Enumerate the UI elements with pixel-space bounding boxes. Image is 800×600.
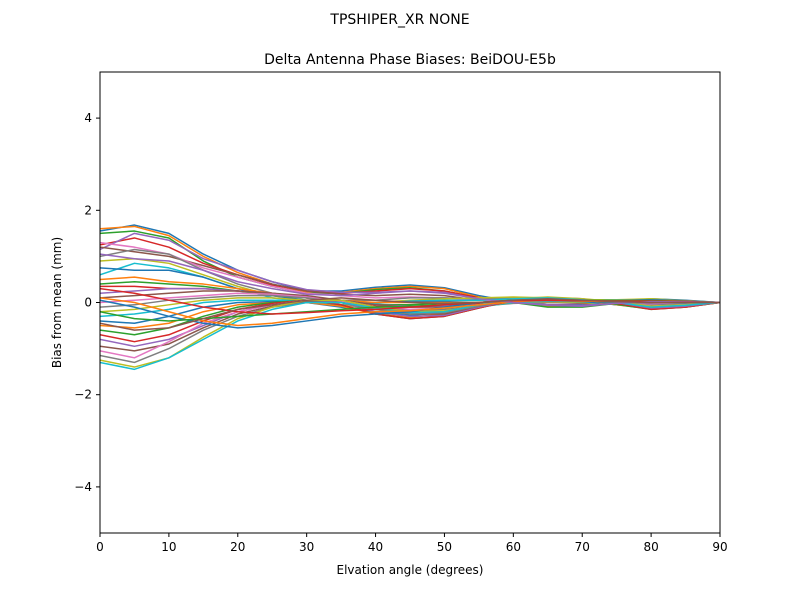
y-tick-label: 4 — [84, 111, 92, 125]
y-tick-label: −2 — [74, 388, 92, 402]
x-tick-label: 0 — [96, 540, 104, 554]
y-tick-label: 2 — [84, 203, 92, 217]
x-tick-label: 40 — [368, 540, 383, 554]
x-tick-label: 70 — [575, 540, 590, 554]
y-tick-label: 0 — [84, 296, 92, 310]
x-axis: 0 10 20 30 40 50 60 70 80 90 — [96, 533, 728, 554]
x-axis-label: Elvation angle (degrees) — [337, 563, 484, 577]
x-tick-label: 10 — [161, 540, 176, 554]
x-tick-label: 50 — [437, 540, 452, 554]
x-tick-label: 20 — [230, 540, 245, 554]
x-tick-label: 90 — [712, 540, 727, 554]
series-line-36 — [100, 297, 720, 331]
chart-title: Delta Antenna Phase Biases: BeiDOU-E5b — [264, 52, 556, 68]
x-tick-label: 80 — [643, 540, 658, 554]
y-axis: −4 −2 0 2 4 — [74, 111, 100, 494]
series-line-35 — [100, 253, 720, 307]
y-tick-label: −4 — [74, 480, 92, 494]
chart-suptitle: TPSHIPER_XR NONE — [329, 12, 469, 28]
y-axis-label: Bias from mean (mm) — [50, 237, 64, 368]
series-line-31 — [100, 299, 720, 329]
series-layer — [100, 224, 720, 371]
x-tick-label: 30 — [299, 540, 314, 554]
x-tick-label: 60 — [506, 540, 521, 554]
